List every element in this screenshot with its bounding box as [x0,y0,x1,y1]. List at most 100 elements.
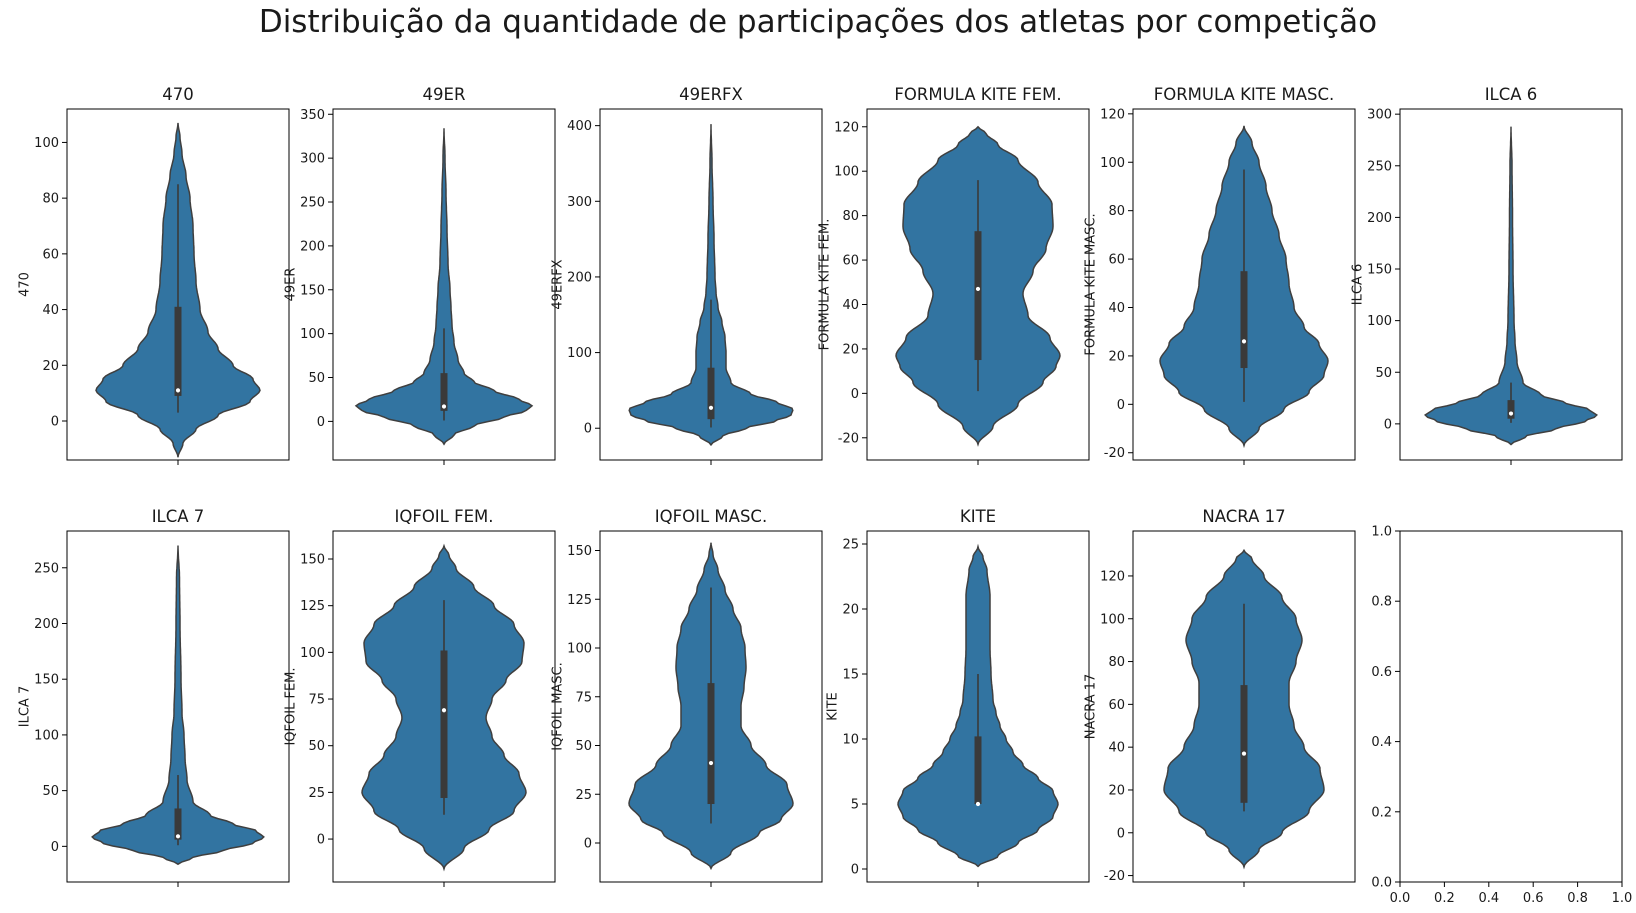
y-tick-label: 40 [1108,301,1125,316]
y-tick-label: 0 [51,840,59,855]
x-tick-label: 0.6 [1523,891,1544,906]
y-tick-label: 200 [300,239,325,254]
subplot-12: 0.0 0.2 0.4 0.6 0.8 1.0 0.0 0.2 0.4 0.6 0.8 1.0 [1371,525,1632,907]
axes-frame [866,530,1090,883]
y-tick-label: 60 [1108,698,1125,713]
y-tick-label: 0 [317,415,325,430]
y-tick-label: 0 [584,422,592,437]
iqr-box [440,650,448,798]
y-axis-label: ILCA 6 [1350,264,1365,305]
y-tick-label: 400 [567,119,592,134]
y-tick-label: 50 [1375,366,1392,381]
y-tick-label: -20 [838,431,859,446]
y-tick-label: 25 [308,786,325,801]
subplot-title: 49ERFX [679,85,743,104]
y-tick-label: 100 [834,165,859,180]
y-tick-label: 0.0 [1371,876,1392,891]
axes-frame [866,108,1090,461]
iqr-box [440,373,448,411]
axes-frame [1132,530,1356,883]
subplot-title: 49ER [423,85,466,104]
y-axis-label: FORMULA KITE MASC. [1083,213,1098,355]
y-tick-label: 0 [851,387,859,402]
subplot-title: IQFOIL FEM. [394,507,493,526]
iqr-box [1240,685,1248,803]
y-tick-label: -20 [1104,869,1125,884]
y-tick-label: 20 [1108,349,1125,364]
y-axis-label: IQFOIL MASC. [550,662,565,751]
y-tick-label: 100 [1100,612,1125,627]
median-point [708,405,714,410]
y-tick-label: 10 [842,733,859,748]
axes-frame [1132,108,1356,461]
iqr-box [707,683,715,804]
y-tick-label: 0 [51,415,59,430]
y-tick-label: 100 [1367,314,1392,329]
y-tick-label: 0.6 [1371,665,1392,680]
y-tick-label: 80 [842,209,859,224]
y-tick-label: 25 [575,788,592,803]
y-tick-label: 100 [34,136,59,151]
y-tick-label: 250 [1367,159,1392,174]
y-tick-label: 50 [308,371,325,386]
y-axis-label: 49ER [283,268,298,302]
x-tick-label: 1.0 [1612,891,1633,906]
subplot-2: 49ER 0 50 100 150 200 250 300 350 49ER [283,85,556,465]
y-tick-label: 300 [300,152,325,167]
subplot-3: 49ERFX 0 100 200 300 400 49ERFX [550,85,823,465]
y-tick-label: -20 [1104,446,1125,461]
iqr-box [707,367,715,420]
y-tick-label: 0.4 [1371,735,1392,750]
figure-title: Distribuição da quantidade de participaç… [258,4,1378,40]
subplot-title: 470 [162,85,194,104]
y-tick-label: 0 [1384,417,1392,432]
median-point [441,404,447,409]
y-axis-label: NACRA 17 [1083,674,1098,740]
subplot-title: IQFOIL MASC. [655,507,767,526]
x-tick-label: 0.8 [1567,891,1588,906]
x-tick-label: 0.4 [1478,891,1499,906]
y-tick-label: 0 [317,833,325,848]
subplot-title: ILCA 7 [152,507,205,526]
y-tick-label: 50 [575,739,592,754]
subplot-7: ILCA 7 0 50 100 150 200 250 ILCA 7 [17,507,290,887]
median-point [175,388,181,393]
y-tick-label: 20 [842,603,859,618]
iqr-box [1240,271,1248,369]
y-tick-label: 0.8 [1371,595,1392,610]
y-tick-label: 300 [567,195,592,210]
axes-frame [599,530,823,883]
violin-body [628,124,794,447]
y-tick-label: 50 [308,739,325,754]
y-tick-label: 100 [300,327,325,342]
x-tick-label: 0.2 [1434,891,1455,906]
y-tick-label: 60 [1108,253,1125,268]
y-tick-label: 1.0 [1371,525,1392,540]
y-axis-label: FORMULA KITE FEM. [817,219,832,351]
y-tick-label: 80 [42,192,59,207]
y-tick-label: 60 [42,247,59,262]
subplot-9: IQFOIL MASC. 0 25 50 75 100 125 150 IQFOIL MASC. [550,507,823,887]
y-tick-label: 80 [1108,204,1125,219]
y-tick-label: 0 [584,837,592,852]
y-tick-label: 125 [567,593,592,608]
median-point [708,760,714,766]
subplot-title: FORMULA KITE MASC. [1154,85,1335,104]
median-point [175,834,181,839]
subplot-title: NACRA 17 [1202,507,1285,526]
iqr-box [1507,400,1515,419]
y-tick-label: 20 [42,359,59,374]
subplot-6: ILCA 6 0 50 100 150 200 250 300 ILCA 6 [1350,85,1623,465]
y-tick-label: 120 [1100,107,1125,122]
y-tick-label: 0 [851,863,859,878]
iqr-box [174,808,182,840]
y-tick-label: 150 [34,673,59,688]
y-tick-label: 120 [834,120,859,135]
iqr-box [974,231,982,361]
y-tick-label: 350 [300,108,325,123]
y-axis-label: 49ERFX [550,259,565,309]
y-tick-label: 15 [842,668,859,683]
axes-frame [66,530,290,883]
subplot-11: NACRA 17 -20 0 20 40 60 80 100 120 NACRA 17 [1083,507,1356,887]
